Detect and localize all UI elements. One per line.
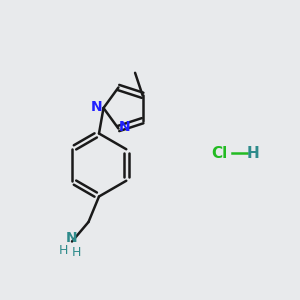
Text: N: N (66, 231, 78, 245)
Text: Cl: Cl (211, 146, 227, 160)
Text: N: N (118, 120, 130, 134)
Text: H: H (247, 146, 260, 160)
Text: N: N (91, 100, 103, 113)
Text: H: H (59, 244, 68, 257)
Text: H: H (72, 245, 81, 259)
